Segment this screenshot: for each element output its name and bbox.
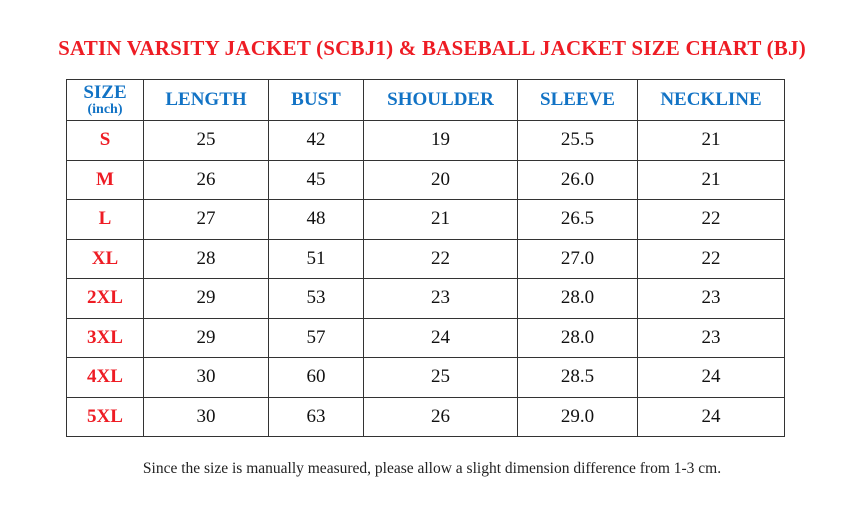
value-cell: 26.5 bbox=[517, 199, 638, 240]
size-cell: S bbox=[66, 120, 144, 161]
page-title: SATIN VARSITY JACKET (SCBJ1) & BASEBALL … bbox=[58, 36, 806, 60]
size-cell: M bbox=[66, 159, 144, 200]
value-cell: 23 bbox=[363, 278, 518, 319]
value-cell: 27.0 bbox=[517, 238, 638, 279]
header-sleeve: SLEEVE bbox=[517, 79, 638, 121]
value-cell: 25.5 bbox=[517, 120, 638, 161]
table-row: M 26 45 20 26.0 21 bbox=[66, 159, 785, 200]
table-row: 3XL 29 57 24 28.0 23 bbox=[66, 317, 785, 358]
value-cell: 26 bbox=[363, 396, 518, 437]
value-cell: 26 bbox=[143, 159, 269, 200]
size-cell: XL bbox=[66, 238, 144, 279]
value-cell: 21 bbox=[637, 120, 785, 161]
value-cell: 28.5 bbox=[517, 357, 638, 398]
table-row: 5XL 30 63 26 29.0 24 bbox=[66, 396, 785, 437]
value-cell: 21 bbox=[363, 199, 518, 240]
value-cell: 29 bbox=[143, 278, 269, 319]
value-cell: 22 bbox=[637, 238, 785, 279]
header-size: SIZE (inch) bbox=[66, 79, 144, 121]
size-cell: 4XL bbox=[66, 357, 144, 398]
table-row: S 25 42 19 25.5 21 bbox=[66, 120, 785, 161]
size-chart-table: SIZE (inch) LENGTH BUST SHOULDER SLEEVE … bbox=[66, 79, 785, 437]
value-cell: 51 bbox=[268, 238, 364, 279]
table-row: 4XL 30 60 25 28.5 24 bbox=[66, 357, 785, 398]
size-cell: 5XL bbox=[66, 396, 144, 437]
header-neckline: NECKLINE bbox=[637, 79, 785, 121]
value-cell: 63 bbox=[268, 396, 364, 437]
value-cell: 24 bbox=[637, 357, 785, 398]
value-cell: 26.0 bbox=[517, 159, 638, 200]
value-cell: 42 bbox=[268, 120, 364, 161]
table-row: L 27 48 21 26.5 22 bbox=[66, 199, 785, 240]
value-cell: 22 bbox=[637, 199, 785, 240]
value-cell: 45 bbox=[268, 159, 364, 200]
value-cell: 30 bbox=[143, 357, 269, 398]
value-cell: 19 bbox=[363, 120, 518, 161]
value-cell: 48 bbox=[268, 199, 364, 240]
value-cell: 23 bbox=[637, 278, 785, 319]
value-cell: 28.0 bbox=[517, 317, 638, 358]
value-cell: 57 bbox=[268, 317, 364, 358]
value-cell: 25 bbox=[143, 120, 269, 161]
measurement-note: Since the size is manually measured, ple… bbox=[142, 460, 722, 477]
value-cell: 22 bbox=[363, 238, 518, 279]
size-cell: L bbox=[66, 199, 144, 240]
value-cell: 28.0 bbox=[517, 278, 638, 319]
value-cell: 60 bbox=[268, 357, 364, 398]
header-shoulder: SHOULDER bbox=[363, 79, 518, 121]
value-cell: 25 bbox=[363, 357, 518, 398]
table-row: 2XL 29 53 23 28.0 23 bbox=[66, 278, 785, 319]
value-cell: 29 bbox=[143, 317, 269, 358]
header-length: LENGTH bbox=[143, 79, 269, 121]
header-row: SIZE (inch) LENGTH BUST SHOULDER SLEEVE … bbox=[66, 79, 785, 121]
size-unit-label: (inch) bbox=[87, 102, 123, 117]
value-cell: 30 bbox=[143, 396, 269, 437]
value-cell: 24 bbox=[363, 317, 518, 358]
value-cell: 53 bbox=[268, 278, 364, 319]
table-row: XL 28 51 22 27.0 22 bbox=[66, 238, 785, 279]
size-header-label: SIZE bbox=[83, 82, 127, 103]
value-cell: 23 bbox=[637, 317, 785, 358]
value-cell: 21 bbox=[637, 159, 785, 200]
value-cell: 20 bbox=[363, 159, 518, 200]
value-cell: 28 bbox=[143, 238, 269, 279]
value-cell: 27 bbox=[143, 199, 269, 240]
value-cell: 29.0 bbox=[517, 396, 638, 437]
header-bust: BUST bbox=[268, 79, 364, 121]
size-cell: 2XL bbox=[66, 278, 144, 319]
value-cell: 24 bbox=[637, 396, 785, 437]
size-cell: 3XL bbox=[66, 317, 144, 358]
